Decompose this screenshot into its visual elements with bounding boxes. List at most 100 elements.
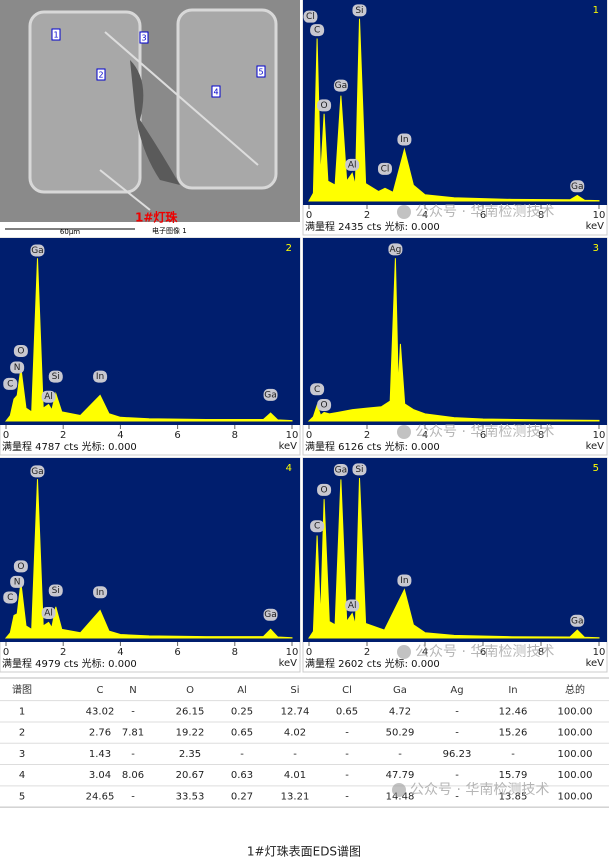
table-cell: 1 <box>19 706 25 717</box>
table-cell: 4 <box>19 770 25 781</box>
table-header: O <box>186 685 194 696</box>
x-tick-label: 6 <box>480 647 486 658</box>
peak-label-bg <box>333 79 348 92</box>
watermark-icon <box>392 783 406 797</box>
x-tick-label: 2 <box>60 430 66 441</box>
x-tick-label: 4 <box>117 430 123 441</box>
table-cell: 0.65 <box>336 706 358 717</box>
peak-label-bg <box>13 345 28 358</box>
peak-label: C <box>7 593 13 603</box>
x-tick-label: 2 <box>364 210 370 221</box>
peak-label-bg <box>48 584 63 597</box>
x-tick-label: 10 <box>593 430 606 441</box>
table-cell: 26.15 <box>176 706 205 717</box>
spectrum-area <box>308 477 600 639</box>
table-cell: - <box>131 749 135 760</box>
peak-label: C <box>7 379 13 389</box>
table-cell: 4.02 <box>284 728 306 739</box>
x-tick-label: 10 <box>286 647 299 658</box>
crack <box>130 60 180 185</box>
plot-bg <box>303 0 607 205</box>
peak-label: O <box>17 562 24 572</box>
table-cell: 96.23 <box>443 749 472 760</box>
table-header: Cl <box>342 685 352 696</box>
table-header: Si <box>290 685 299 696</box>
table-cell: 0.25 <box>231 706 253 717</box>
x-tick-label: 6 <box>480 210 486 221</box>
table-cell: 13.21 <box>281 792 310 803</box>
scale-label: 60μm <box>60 228 80 236</box>
table: 谱图 C N O Al Si Cl Ga Ag In 总的 1 43.02 - 26.15 0.25 12.74… <box>0 677 609 808</box>
watermark: 公众号 · 华南检测技术 <box>415 644 554 660</box>
peak-label-bg <box>377 162 392 175</box>
x-tick-label: 6 <box>174 430 180 441</box>
table-cell: - <box>345 728 349 739</box>
table-cell: 3.04 <box>89 770 111 781</box>
x-tick-label: 4 <box>422 210 428 221</box>
table-cell: 0.63 <box>231 770 253 781</box>
spot-label: 3 <box>141 34 146 43</box>
table-cell: 50.29 <box>386 728 415 739</box>
spectrum-area <box>307 258 600 422</box>
table-cell: 100.00 <box>558 749 593 760</box>
table-cell: 20.67 <box>176 770 205 781</box>
table-cell: 8.06 <box>122 770 144 781</box>
spectrum-area <box>308 18 600 202</box>
footer: 满量程 6126 cts 光标: 0.000 <box>305 440 440 453</box>
peak-label-bg <box>333 464 348 477</box>
panel-number: 3 <box>593 243 599 254</box>
table-cell: 24.65 <box>86 792 115 803</box>
peak-label-bg <box>93 586 108 599</box>
footer: 满量程 2435 cts 光标: 0.000 <box>305 220 440 233</box>
table-cell: 43.02 <box>86 706 115 717</box>
watermark: 公众号 · 华南检测技术 <box>410 782 549 798</box>
x-tick-label: 10 <box>593 647 606 658</box>
x-tick-label: 8 <box>538 210 544 221</box>
peak-label-bg <box>317 99 332 112</box>
peak-label: Ga <box>264 610 277 620</box>
peak-label-bg <box>303 10 318 23</box>
x-tick-label: 10 <box>286 430 299 441</box>
chip-left <box>28 10 142 194</box>
peak-label-bg <box>570 180 585 193</box>
peak-label: Ga <box>571 616 584 626</box>
table-cell: 100.00 <box>558 770 593 781</box>
table-cell: 12.46 <box>499 706 528 717</box>
peak-label: N <box>14 363 21 373</box>
peak-label-bg <box>13 560 28 573</box>
peak-label: Ga <box>335 466 348 476</box>
x-tick-label: 0 <box>306 647 312 658</box>
plot-bg <box>303 238 607 425</box>
watermark: 公众号 · 华南检测技术 <box>415 204 554 220</box>
x-tick-label: 6 <box>174 647 180 658</box>
table-cell: - <box>398 749 402 760</box>
sem-image: 60μm 电子图像 1 1#灯珠 <box>0 0 300 236</box>
peak-label-bg <box>41 607 56 620</box>
panel-number: 4 <box>286 463 292 474</box>
peak-label: Ga <box>31 467 44 477</box>
x-axis-label: keV <box>279 658 298 669</box>
table-cell: 14.48 <box>386 792 415 803</box>
table-cell: 100.00 <box>558 792 593 803</box>
table-cell: 2 <box>19 728 25 739</box>
spot-label: 5 <box>258 68 263 77</box>
x-tick-label: 8 <box>538 430 544 441</box>
peak-label-bg <box>570 614 585 627</box>
x-tick-label: 2 <box>60 647 66 658</box>
x-tick-label: 0 <box>3 430 9 441</box>
spot-label: 4 <box>213 88 218 97</box>
spot-box <box>139 31 149 44</box>
x-axis-label: keV <box>586 221 605 232</box>
table-cell: 19.22 <box>176 728 205 739</box>
peak-label-bg <box>345 599 360 612</box>
x-tick-label: 0 <box>3 647 9 658</box>
peak-label-bg <box>317 399 332 412</box>
peak-label-bg <box>30 465 45 478</box>
peak-label: Si <box>355 465 363 475</box>
sem-footer <box>0 222 300 235</box>
peak-label-bg <box>10 575 25 588</box>
